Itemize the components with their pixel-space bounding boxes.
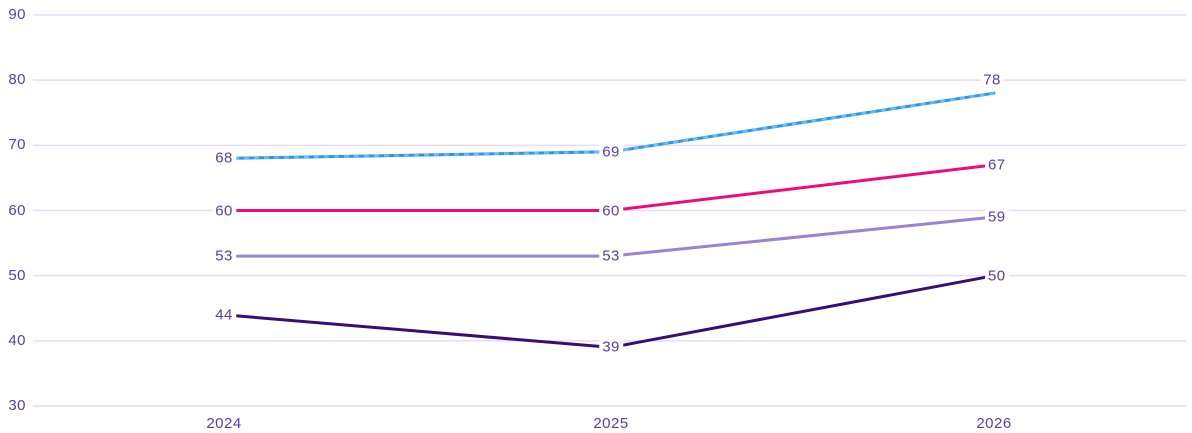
y-axis-tick-label: 90 (8, 6, 26, 24)
series-light-purple-value-label: 59 (985, 207, 1009, 227)
series-pink-value-label: 60 (599, 201, 623, 220)
y-axis-tick-label: 70 (8, 136, 26, 154)
x-axis-tick-label: 2026 (976, 415, 1012, 432)
y-axis-tick-label: 50 (8, 266, 26, 284)
series-dark-purple-value-label: 44 (212, 305, 236, 325)
y-axis-tick-label: 60 (8, 201, 26, 219)
series-light-purple-value-label: 53 (212, 246, 236, 266)
series-pink-value-label: 60 (212, 201, 236, 220)
x-axis-tick-label: 2025 (593, 415, 629, 432)
series-blue-value-label: 78 (980, 70, 1004, 90)
series-dark-purple-line (222, 274, 996, 349)
y-axis-tick-label: 40 (8, 332, 26, 350)
y-axis-tick-label: 80 (8, 71, 26, 89)
series-blue-value-label: 69 (599, 142, 623, 162)
series-light-purple-value-label: 53 (599, 246, 623, 266)
y-axis-tick-label: 30 (8, 397, 26, 415)
series-blue-value-label: 68 (212, 148, 236, 168)
series-dark-purple-value-label: 39 (599, 337, 623, 357)
series-dark-purple-value-label: 50 (985, 266, 1009, 286)
x-axis-tick-label: 2024 (206, 415, 242, 432)
series-pink-value-label: 67 (985, 155, 1009, 175)
